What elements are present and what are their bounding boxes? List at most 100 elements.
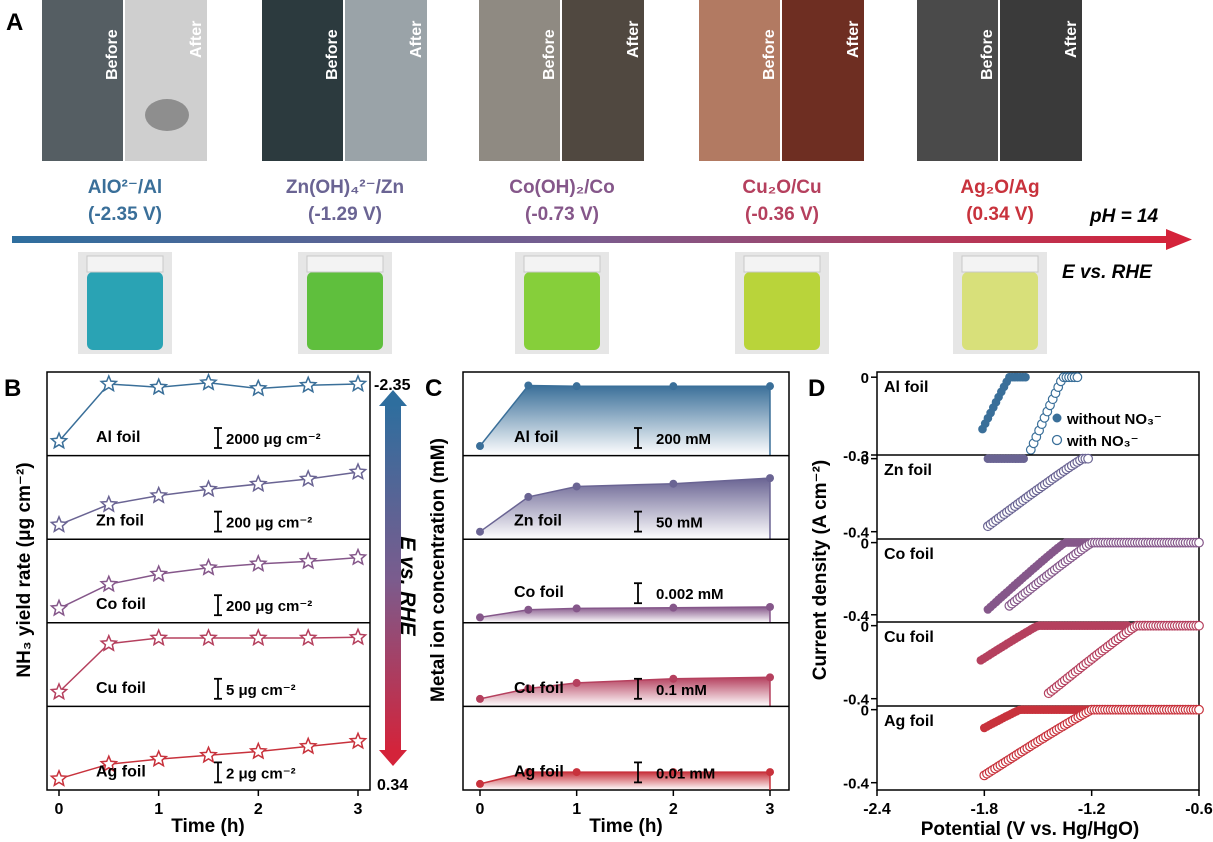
series-label-b: Al foil	[96, 429, 140, 446]
series-label-c: Co foil	[514, 584, 564, 601]
data-point-with	[1194, 537, 1204, 548]
scale-bar-label: 0.01 mM	[656, 765, 715, 782]
data-star	[199, 372, 218, 391]
data-point-with	[1194, 620, 1204, 631]
vial-neck	[961, 255, 1039, 273]
panel-b-xtick-label: 3	[354, 801, 363, 818]
vial-neck	[306, 255, 384, 273]
series-label-c: Al foil	[514, 429, 558, 446]
side-arrow-shaft	[385, 404, 401, 752]
data-point-without	[1019, 454, 1028, 464]
e-vs-rhe-label: E vs. RHE	[1062, 262, 1153, 283]
couple-name: Ag₂O/Ag	[960, 177, 1039, 198]
photo-before	[479, 0, 560, 161]
data-star	[49, 431, 69, 450]
series-label-c: Zn foil	[514, 513, 562, 530]
data-point-with	[1072, 372, 1083, 383]
legend-without-label: without NO₃⁻	[1066, 411, 1162, 428]
panel-d-ytick-label: 0	[861, 536, 869, 553]
vial-solution	[962, 272, 1038, 350]
data-star	[348, 627, 368, 646]
series-label-b: Zn foil	[96, 513, 144, 530]
panel-d-ytick-label: -0.4	[843, 692, 870, 709]
series-area-c	[480, 772, 770, 790]
subplot-label-d: Al foil	[884, 379, 928, 396]
panel-c-xtick-label: 3	[766, 801, 775, 818]
after-label: After	[845, 21, 862, 58]
panel-d-ytick-label: 0	[861, 703, 869, 720]
photo-pair-5: Before After	[917, 0, 1082, 161]
data-star	[99, 374, 119, 393]
series-label-b: Co foil	[96, 596, 146, 613]
series-area-c	[480, 478, 770, 540]
panel-d-xtick-label: -0.6	[1185, 801, 1213, 818]
data-point-c	[766, 474, 774, 483]
scale-bar-label: 0.1 mM	[656, 682, 707, 699]
vial-1	[78, 252, 172, 354]
data-star	[199, 479, 218, 498]
legend-without-marker	[1052, 413, 1062, 423]
panel-b-letter: B	[4, 375, 21, 402]
side-arrow-label: E vs. RHE	[396, 536, 419, 636]
before-label: Before	[104, 29, 121, 80]
panel-d-ytick-label: -0.3	[843, 448, 869, 465]
photo-after	[124, 0, 207, 161]
data-point-c	[572, 482, 581, 491]
side-arrow-head-bottom	[379, 750, 407, 766]
panel-b-plot: Al foil 2000 μg cm⁻² Zn foil 200 μg cm⁻² Co …	[47, 372, 370, 818]
before-label: Before	[541, 29, 558, 80]
data-point-with	[1083, 453, 1093, 464]
data-point-c	[572, 382, 581, 391]
series-area-c	[480, 385, 770, 456]
panel-d-legend: without NO₃⁻ with NO₃⁻	[1051, 411, 1162, 450]
data-star	[99, 494, 119, 513]
photo-after	[344, 0, 427, 161]
photo-before	[42, 0, 123, 161]
data-point-c	[476, 442, 484, 451]
panel-c-xtick-label: 1	[572, 801, 581, 818]
data-star	[248, 378, 268, 397]
photo-row: Before After Before After Before After Before A…	[42, 0, 1082, 161]
vial-solution	[307, 272, 383, 350]
scale-bar-label: 50 mM	[656, 515, 703, 532]
data-star	[248, 553, 268, 572]
couple-potential: (-1.29 V)	[308, 204, 382, 225]
after-label: After	[408, 21, 425, 58]
panel-b-xtick-label: 0	[55, 801, 64, 818]
data-point-with	[1194, 704, 1204, 715]
data-star	[298, 736, 318, 755]
couple-name: AlO²⁻/Al	[88, 177, 162, 198]
panel-a-letter: A	[6, 9, 23, 36]
series-label-b: Cu foil	[96, 680, 146, 697]
data-point-c	[669, 479, 678, 488]
redox-couple-labels: AlO²⁻/Al (-2.35 V) Zn(OH)₄²⁻/Zn (-1.29 V) Co…	[88, 177, 1040, 225]
data-point-c	[669, 603, 678, 612]
data-star	[99, 574, 119, 593]
after-label: After	[188, 21, 205, 58]
vial-neck	[743, 255, 821, 273]
data-star	[199, 745, 218, 764]
data-star	[149, 485, 169, 504]
panel-d-ytick-label: -0.4	[843, 776, 870, 793]
data-star	[348, 731, 368, 750]
scale-bar-label: 5 μg cm⁻²	[226, 682, 296, 699]
couple-potential: (-2.35 V)	[88, 204, 162, 225]
panel-d-xtick-label: -2.4	[863, 801, 891, 818]
data-point-c	[524, 492, 533, 501]
data-point-c	[476, 527, 484, 536]
scale-bar-label: 200 μg cm⁻²	[226, 515, 312, 532]
vial-2	[298, 252, 392, 354]
panel-d-xlabel: Potential (V vs. Hg/HgO)	[921, 819, 1140, 840]
data-point-c	[476, 694, 484, 703]
data-point-without	[1021, 372, 1030, 382]
panel-c-letter: C	[425, 375, 442, 402]
panel-d-ytick-label: -0.4	[843, 525, 870, 542]
data-point-c	[766, 768, 774, 777]
data-star	[49, 682, 69, 701]
before-label: Before	[761, 29, 778, 80]
foil-residue	[145, 99, 189, 131]
data-point-c	[669, 382, 678, 391]
photo-after	[781, 0, 864, 161]
after-label: After	[1063, 21, 1080, 58]
